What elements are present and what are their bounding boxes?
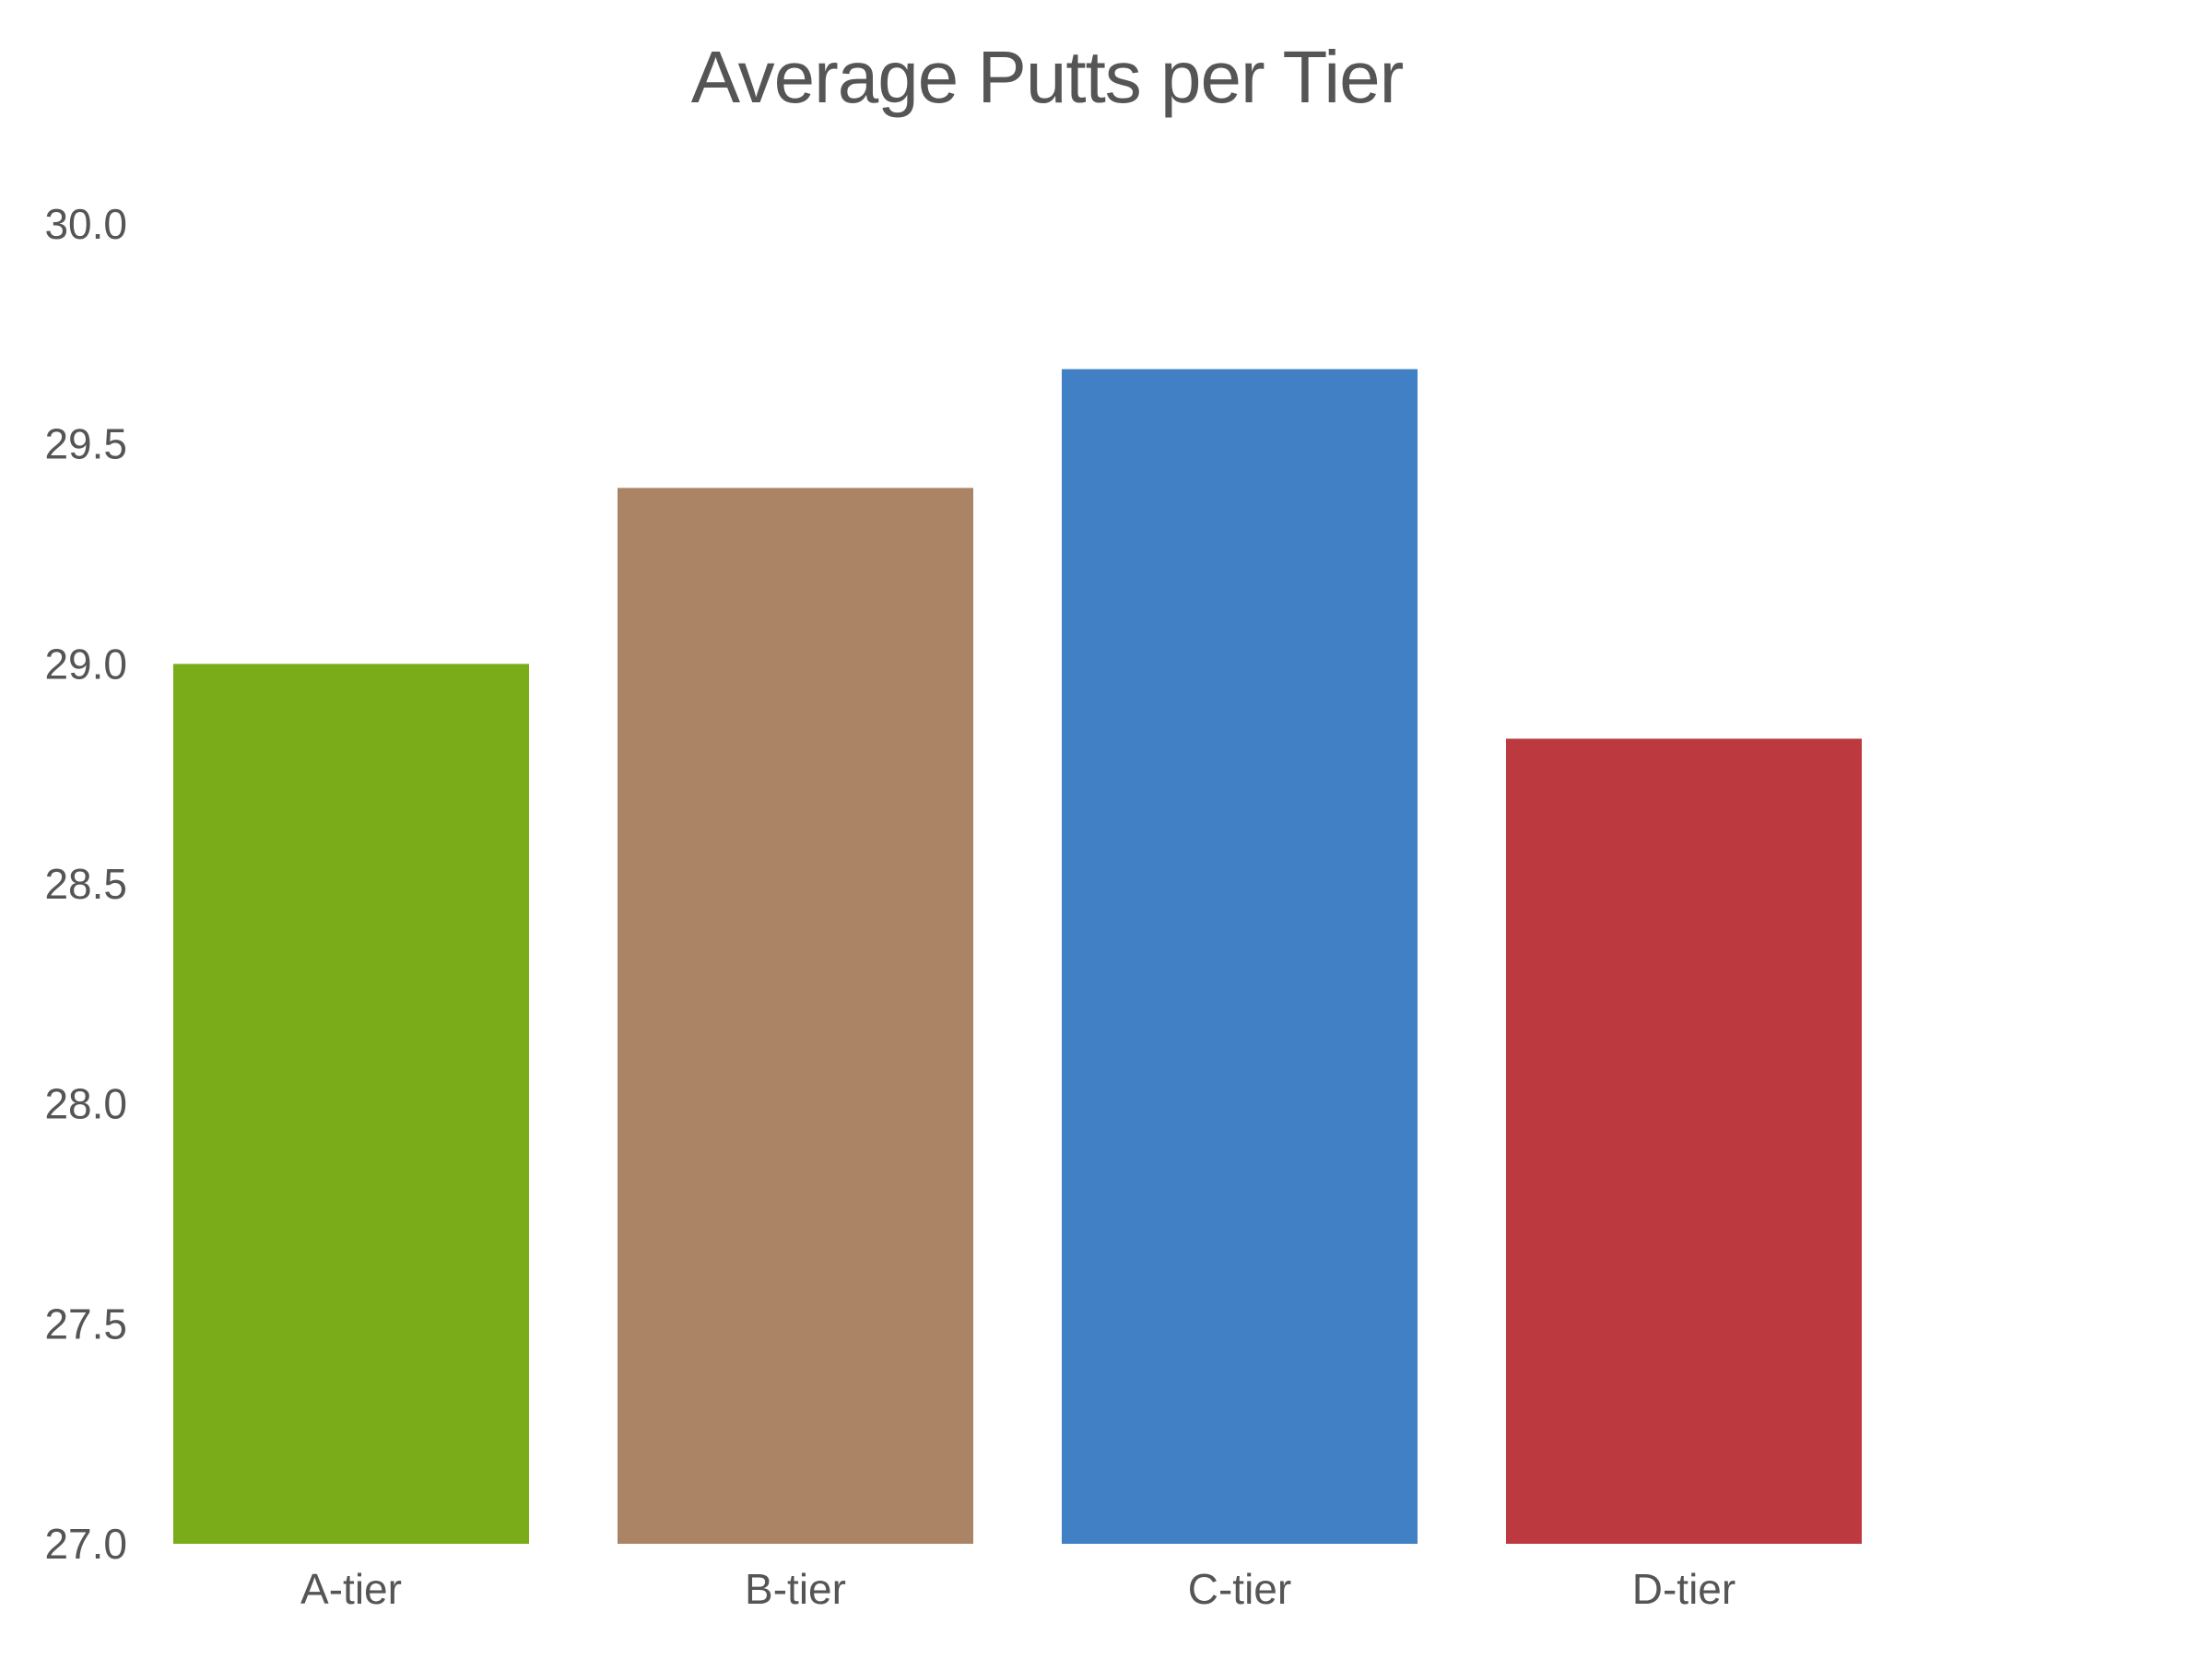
y-tick-label: 27.5 (44, 1300, 127, 1347)
bar-a-tier (173, 664, 529, 1544)
y-axis-tick-labels: 27.0 27.5 28.0 28.5 29.0 29.5 30.0 (44, 200, 127, 1568)
x-tick-label: C-tier (1188, 1565, 1291, 1613)
chart-title: Average Putts per Tier (690, 36, 1405, 118)
y-tick-label: 29.5 (44, 420, 127, 468)
y-tick-label: 28.5 (44, 860, 127, 908)
y-tick-label: 27.0 (44, 1520, 127, 1568)
bar-c-tier (1062, 369, 1418, 1544)
y-tick-label: 30.0 (44, 200, 127, 248)
bar-b-tier (618, 488, 973, 1544)
bar-d-tier (1506, 738, 1862, 1544)
y-tick-label: 29.0 (44, 640, 127, 688)
bar-group (173, 369, 1862, 1544)
x-tick-label: B-tier (745, 1565, 846, 1613)
y-tick-label: 28.0 (44, 1080, 127, 1128)
x-tick-label: A-tier (300, 1565, 402, 1613)
x-axis-tick-labels: A-tier B-tier C-tier D-tier (300, 1565, 1735, 1613)
x-tick-label: D-tier (1632, 1565, 1735, 1613)
